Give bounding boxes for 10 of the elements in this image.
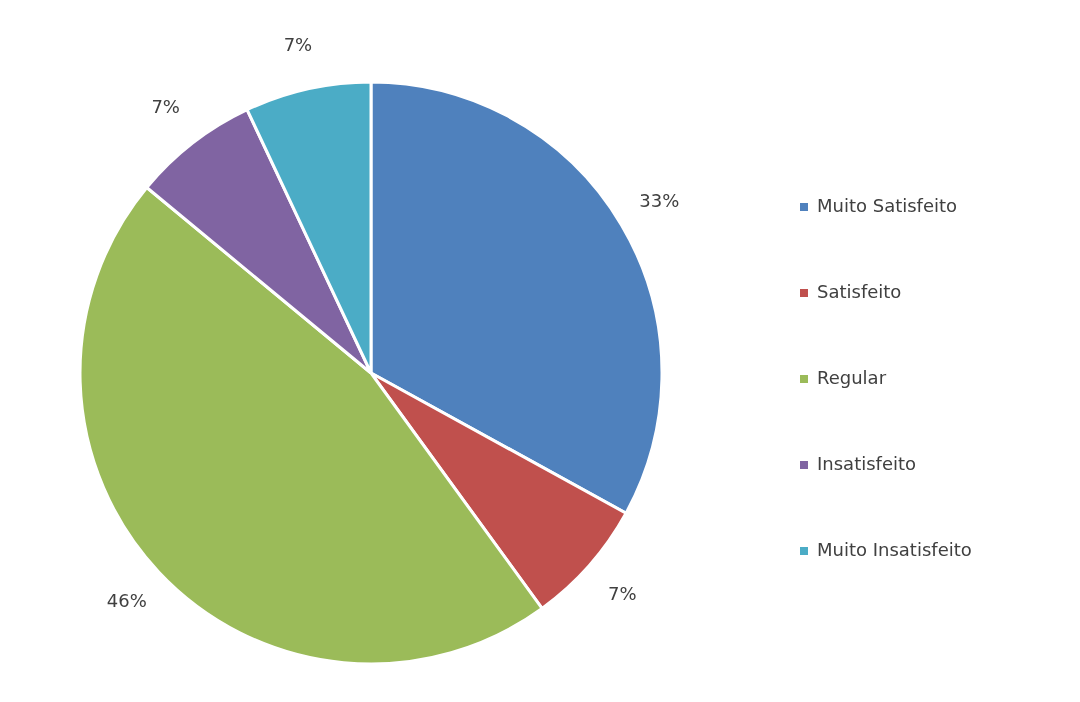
data-label: 7% (151, 96, 180, 118)
data-label: 46% (106, 590, 147, 612)
legend-label: Satisfeito (817, 281, 902, 302)
legend-label: Regular (817, 367, 887, 388)
legend-label: Muito Satisfeito (817, 195, 958, 216)
legend-label: Muito Insatisfeito (817, 539, 972, 560)
data-label: 33% (639, 190, 680, 212)
data-label: 7% (283, 34, 313, 56)
data-label: 7% (608, 582, 637, 604)
legend-label: Insatisfeito (817, 453, 917, 474)
